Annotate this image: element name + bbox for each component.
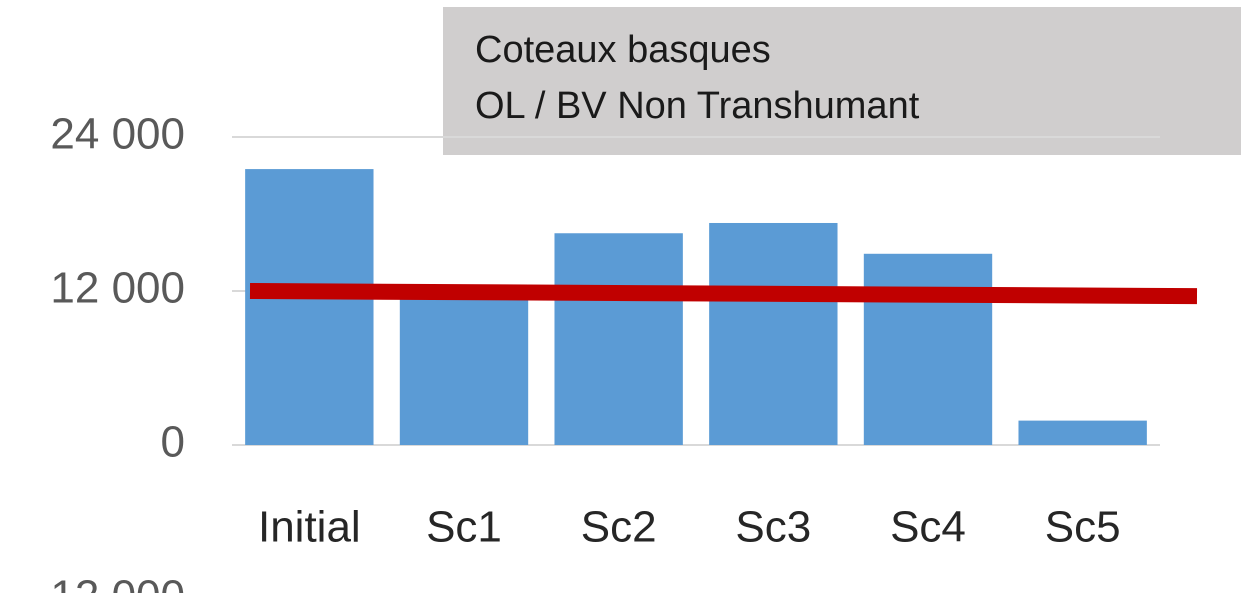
bar (399, 293, 529, 445)
x-tick-label: Sc2 (581, 503, 657, 552)
y-tick-label: 12 000 (50, 572, 185, 593)
bar (554, 233, 683, 445)
bar (1018, 420, 1147, 445)
x-tick-label: Sc3 (735, 503, 811, 552)
y-tick-label: 24 000 (50, 110, 185, 159)
chart-title: Coteaux basques (475, 29, 771, 71)
bar (245, 169, 374, 446)
title-box (443, 7, 1241, 155)
reference-line (249, 283, 1198, 305)
chart-subtitle: OL / BV Non Transhumant (475, 85, 920, 127)
x-tick-label: Sc5 (1045, 503, 1121, 552)
x-tick-label: Initial (258, 503, 361, 552)
y-tick-label: 12 000 (50, 264, 185, 313)
x-tick-label: Sc4 (890, 503, 966, 552)
x-tick-label: Sc1 (426, 503, 502, 552)
y-tick-label: 0 (161, 418, 185, 467)
bar (863, 253, 993, 445)
bar (709, 222, 838, 445)
